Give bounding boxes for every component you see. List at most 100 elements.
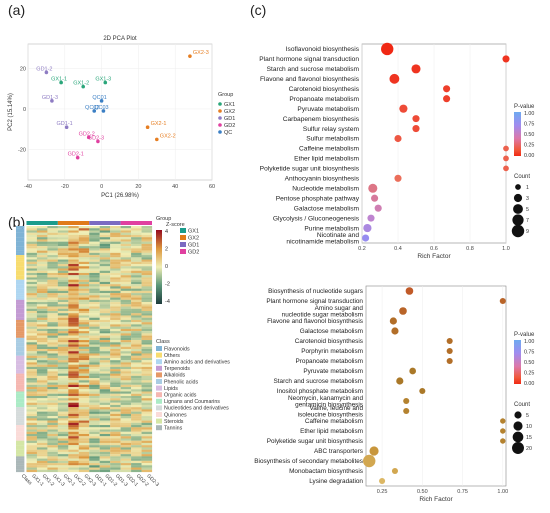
heatmap-cell (26, 402, 38, 406)
heatmap-cell (78, 449, 90, 452)
heatmap-cell (99, 429, 111, 432)
heatmap-cell (120, 306, 132, 309)
heatmap-cell (99, 349, 111, 352)
pca-point (75, 155, 80, 160)
heatmap-cell (89, 234, 100, 238)
heatmap-class-cell (16, 456, 25, 459)
heatmap-cell (57, 465, 69, 468)
heatmap-cell (26, 404, 38, 408)
heatmap-class-label: Flavonoids (164, 346, 190, 352)
enrichment-point (371, 194, 379, 202)
heatmap-cell (89, 275, 100, 278)
heatmap-cell (47, 335, 58, 338)
heatmap-cell (78, 234, 90, 238)
heatmap-cell (141, 237, 153, 240)
heatmap-cell (99, 398, 111, 401)
heatmap-cell (26, 261, 38, 265)
heatmap-cell (26, 226, 38, 229)
heatmap-cell (131, 230, 142, 233)
heatmap-cell (89, 226, 100, 229)
heatmap-cell (120, 279, 132, 283)
heatmap-cell (78, 407, 90, 410)
heatmap-cell (141, 266, 153, 269)
heatmap-class-cell (16, 465, 25, 468)
heatmap-cell (78, 460, 90, 464)
heatmap-cell (36, 442, 48, 446)
heatmap-cell (26, 319, 38, 323)
heatmap-cell (131, 264, 142, 267)
pca-legend-label: GX2 (224, 109, 235, 115)
heatmap-cell (57, 404, 69, 408)
heatmap-cell (36, 438, 48, 441)
enrichment-term-label: Neomycin, kanamycin and gentamicin biosyn… (288, 395, 363, 408)
heatmap-cell (141, 328, 153, 332)
heatmap-cell (78, 239, 90, 242)
heatmap-cell (89, 431, 100, 435)
enrichment-point (503, 145, 509, 152)
heatmap-class-cell (16, 337, 25, 341)
heatmap-cell (26, 328, 38, 332)
heatmap-cell (47, 411, 58, 414)
enrichment-term-label: Propanoate metabolism (296, 358, 364, 365)
heatmap-cell (120, 261, 132, 265)
heatmap-cell (68, 331, 79, 334)
heatmap-class-cell (16, 413, 25, 417)
heatmap-cell (68, 286, 79, 289)
heatmap-cell (120, 391, 132, 394)
heatmap-cell (57, 433, 69, 437)
enrichment-term-label: Plant hormone signal transduction (266, 298, 363, 305)
heatmap-cell (26, 342, 38, 345)
heatmap-cell (57, 395, 69, 399)
heatmap-cell (141, 469, 153, 473)
heatmap-cell (26, 418, 38, 421)
heatmap-cell (26, 306, 38, 309)
heatmap-cell (47, 420, 58, 423)
heatmap-cell (47, 355, 58, 359)
heatmap-cell (47, 380, 58, 383)
heatmap-cell (36, 465, 48, 468)
heatmap-cell (89, 288, 100, 291)
enrichment-frame (365, 285, 507, 487)
heatmap-cell (99, 340, 111, 343)
heatmap-cell (47, 353, 58, 356)
heatmap-cell (47, 344, 58, 347)
heatmap-cell (47, 391, 58, 394)
heatmap-cell (68, 230, 79, 233)
heatmap-cell (131, 246, 142, 249)
heatmap-cell (99, 360, 111, 363)
enrichment-point (500, 428, 506, 434)
heatmap-cell (141, 451, 153, 455)
heatmap-class-swatch (156, 352, 162, 358)
heatmap-cell (141, 322, 153, 325)
heatmap-cell (131, 349, 142, 352)
pca-point-label: QC02 (85, 105, 99, 111)
heatmap-cell (89, 387, 100, 390)
enrichment-term-label: Plant hormone signal transduction (259, 56, 359, 63)
heatmap-cell (120, 360, 132, 363)
heatmap-cell (57, 425, 69, 428)
enrichment-term-label: Monobactam biosynthesis (289, 468, 363, 475)
heatmap-cell (89, 304, 100, 307)
heatmap-cell (78, 447, 90, 450)
heatmap-cell (110, 319, 121, 323)
heatmap-cell (99, 279, 111, 283)
heatmap-cell (99, 431, 111, 435)
heatmap-cell (47, 422, 58, 426)
heatmap-cell (57, 297, 69, 300)
heatmap-cell (99, 333, 111, 336)
heatmap-cell (110, 246, 121, 249)
heatmap-cell (36, 255, 48, 258)
heatmap-cell (99, 451, 111, 455)
heatmap-cell (57, 232, 69, 236)
heatmap-cell (47, 324, 58, 327)
heatmap-cell (120, 413, 132, 417)
heatmap-cell (131, 380, 142, 383)
heatmap-cell (78, 357, 90, 361)
heatmap-cell (36, 409, 48, 412)
heatmap-cell (57, 413, 69, 417)
heatmap-cell (141, 402, 153, 406)
heatmap-cell (36, 324, 48, 327)
heatmap-cell (57, 243, 69, 247)
heatmap-legend-group-title: Group (156, 216, 171, 222)
heatmap-cell (120, 319, 132, 323)
